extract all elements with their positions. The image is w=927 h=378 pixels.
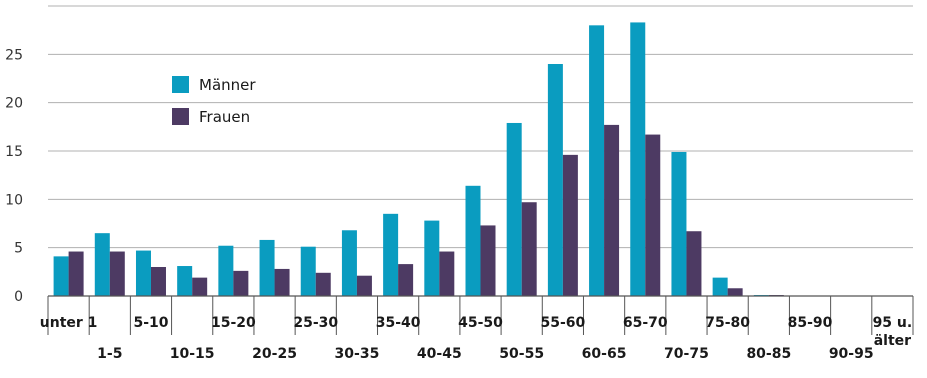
x-tick-label: 55-60 xyxy=(540,315,585,331)
y-tick-label: 10 xyxy=(5,192,23,208)
bar xyxy=(94,233,110,296)
bar xyxy=(480,225,496,296)
bar xyxy=(521,202,537,296)
bar xyxy=(53,256,69,296)
y-tick-label: 0 xyxy=(14,289,23,305)
x-tick-label: 5-10 xyxy=(133,315,168,331)
bar xyxy=(727,288,743,296)
bar xyxy=(562,154,578,296)
y-tick-label: 15 xyxy=(5,144,23,160)
bar xyxy=(109,251,125,296)
legend: Männer Frauen xyxy=(172,76,256,126)
bar xyxy=(439,251,455,296)
y-tick-label: 20 xyxy=(5,96,23,112)
bar xyxy=(150,267,166,296)
bar xyxy=(686,231,702,296)
bar xyxy=(300,246,316,296)
bar xyxy=(398,264,414,296)
bar xyxy=(547,64,563,296)
x-axis xyxy=(47,295,914,335)
x-tick-label: 75-80 xyxy=(705,315,750,331)
y-tick-label: 5 xyxy=(14,241,23,257)
x-tick-label: 90-95 xyxy=(829,346,874,362)
x-tick-label: 65-70 xyxy=(623,315,668,331)
x-tick-label: 95 u. xyxy=(873,315,913,331)
legend-swatch-maenner xyxy=(172,76,189,93)
bar xyxy=(645,134,661,296)
series-0 xyxy=(53,22,893,297)
bar xyxy=(506,122,522,296)
legend-label-frauen: Frauen xyxy=(199,108,250,126)
x-tick-label: 25-30 xyxy=(293,315,338,331)
bar xyxy=(712,277,728,296)
x-tick-label: 1-5 xyxy=(97,346,122,362)
bars xyxy=(53,22,908,297)
bar xyxy=(383,213,399,296)
x-tick-label: 50-55 xyxy=(499,346,544,362)
x-tick-label: 35-40 xyxy=(376,315,421,331)
series-1 xyxy=(68,124,908,297)
x-tick-label: 30-35 xyxy=(335,346,380,362)
bar xyxy=(177,266,193,296)
x-tick-label: 20-25 xyxy=(252,346,297,362)
bar xyxy=(233,270,249,296)
legend-label-maenner: Männer xyxy=(199,76,256,94)
bar xyxy=(68,251,84,296)
bar xyxy=(630,22,646,297)
x-tick-label: 10-15 xyxy=(170,346,215,362)
bar xyxy=(356,275,372,296)
x-tick-label: 40-45 xyxy=(417,346,462,362)
bar xyxy=(315,272,331,296)
x-tick-label: 80-85 xyxy=(746,346,791,362)
x-tick-label: 70-75 xyxy=(664,346,709,362)
bar xyxy=(259,239,275,296)
bar xyxy=(465,185,481,296)
legend-swatch-frauen xyxy=(172,108,189,125)
y-tick-label: 25 xyxy=(5,47,23,63)
bar xyxy=(604,124,620,297)
x-tick-label: 15-20 xyxy=(211,315,256,331)
x-tick-label: älter xyxy=(874,333,911,349)
bar xyxy=(135,250,151,296)
y-axis-ticks: 0 5 10 15 20 25 xyxy=(5,47,23,305)
bar xyxy=(424,220,440,296)
bar xyxy=(341,230,357,296)
x-tick-label: 60-65 xyxy=(582,346,627,362)
bar xyxy=(589,25,605,297)
x-tick-label: 45-50 xyxy=(458,315,503,331)
x-tick-label: 85-90 xyxy=(788,315,833,331)
bar xyxy=(192,277,208,296)
bar xyxy=(671,151,687,296)
bar xyxy=(218,245,234,296)
x-tick-label: unter 1 xyxy=(40,315,98,331)
bar xyxy=(274,268,290,296)
